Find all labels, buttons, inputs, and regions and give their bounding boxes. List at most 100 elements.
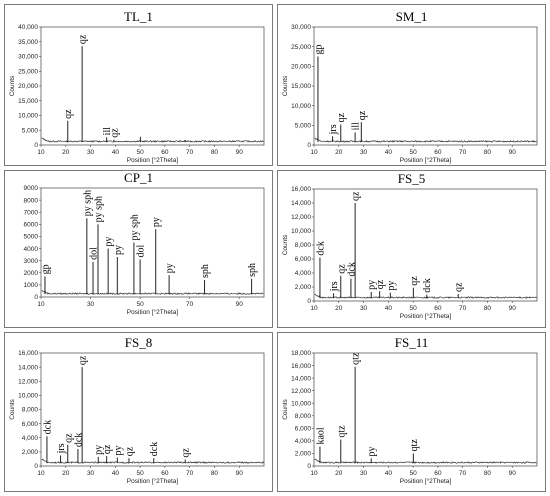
y-tick-label: 0	[307, 298, 311, 305]
peak-label-sph: sph	[247, 263, 258, 277]
peak-label-dck: dck	[73, 433, 84, 447]
peak-label-ill: ill	[102, 127, 113, 136]
diffraction-baseline	[314, 137, 537, 143]
y-tick-label: 10,000	[18, 393, 38, 400]
x-axis-label: Position [°2Theta]	[127, 477, 179, 485]
y-tick-label: 2,000	[295, 451, 312, 458]
x-tick-label: 70	[186, 470, 194, 477]
x-tick-label: 90	[509, 305, 517, 312]
y-tick-label: 4,000	[295, 438, 312, 445]
y-axis-label: Counts	[9, 398, 16, 419]
x-tick-label: 60	[434, 305, 442, 312]
y-tick-label: 5,000	[295, 123, 312, 130]
chart-panel-sm1: SM_1 0 5,000 10,000 15,000 20,000 25,000 30,000…	[277, 4, 546, 166]
peak-label-qz: qz	[124, 446, 135, 456]
chart-panel-tl1: TL_1 0 5,000 10,000 15,000 20,000 25,000 30,000…	[4, 4, 273, 166]
peak-label-qz: qz	[63, 433, 74, 443]
peak-label-dck: dck	[315, 241, 326, 255]
y-tick-label: 35,000	[18, 39, 38, 46]
x-tick-label: 10	[37, 470, 45, 477]
chart-title: FS_5	[398, 171, 425, 186]
peak-label-dol: dol	[89, 247, 100, 260]
y-tick-label: 14,000	[18, 364, 38, 371]
peak-label-py: py	[104, 237, 115, 247]
y-tick-label: 0	[34, 294, 38, 301]
y-tick-label: 10,000	[291, 103, 311, 110]
chart-svg-tl1: TL_1 0 5,000 10,000 15,000 20,000 25,000 30,000…	[9, 9, 265, 164]
y-tick-label: 8,000	[295, 413, 312, 420]
chart-svg-fs11: FS_11 0 2,000 4,000 6,000 8,000 10,000 12,000 14…	[282, 335, 538, 485]
x-tick-label: 40	[112, 149, 120, 156]
chart-panel-fs8: FS_8 0 2,000 4,000 6,000 8,000 10,000 12,000 14,…	[4, 332, 273, 492]
chart-panel-fs5: FS_5 0 2,000 4,000 6,000 8,000 10,000 12,000 14,…	[277, 170, 546, 328]
x-tick-label: 60	[434, 149, 442, 156]
peak-label-gp: gp	[40, 264, 51, 274]
x-tick-label: 70	[186, 301, 194, 308]
y-tick-label: 15,000	[291, 83, 311, 90]
chart-svg-fs8: FS_8 0 2,000 4,000 6,000 8,000 10,000 12,000 14,…	[9, 335, 265, 485]
y-tick-label: 0	[34, 463, 38, 470]
x-tick-label: 90	[509, 470, 517, 477]
x-tick-label: 10	[310, 470, 318, 477]
peak-label-py: py	[367, 280, 378, 290]
chart-title: TL_1	[124, 9, 153, 24]
y-tick-label: 20,000	[291, 64, 311, 71]
x-tick-label: 90	[236, 301, 244, 308]
x-tick-label: 10	[310, 305, 318, 312]
peak-label-py-sph: py sph	[129, 214, 140, 240]
y-tick-label: 8000	[24, 197, 39, 204]
peak-label-qz: qz	[109, 128, 120, 138]
peak-label-py: py	[113, 446, 124, 456]
y-tick-label: 0	[34, 142, 38, 149]
x-tick-label: 80	[484, 470, 492, 477]
peak-label-py: py	[113, 245, 124, 255]
x-tick-label: 10	[310, 149, 318, 156]
x-tick-label: 30	[360, 305, 368, 312]
peak-label-qtz: qtz	[351, 352, 362, 365]
chart-title: SM_1	[396, 9, 428, 24]
diffraction-baseline	[41, 458, 264, 464]
x-tick-label: 80	[211, 470, 219, 477]
x-tick-label: 20	[62, 470, 70, 477]
x-tick-label: 40	[385, 305, 393, 312]
y-tick-label: 2,000	[22, 449, 39, 456]
y-tick-label: 30,000	[291, 24, 311, 31]
chart-title: FS_8	[125, 335, 152, 350]
chart-svg-cp1: CP_1 0 1000 2000 3000 4000 5000 6000 7000 8000 900…	[24, 171, 265, 316]
y-tick-label: 12,000	[291, 214, 311, 221]
peak-label-qz: qz	[375, 279, 386, 289]
x-tick-label: 40	[385, 149, 393, 156]
peak-label-sph: sph	[200, 264, 211, 278]
x-tick-label: 20	[335, 470, 343, 477]
x-tick-label: 20	[335, 149, 343, 156]
y-tick-label: 5,000	[22, 127, 39, 134]
peak-label-qz: qz	[102, 444, 113, 454]
x-tick-label: 70	[186, 149, 194, 156]
x-tick-label: 30	[360, 149, 368, 156]
y-tick-label: 9000	[24, 185, 39, 192]
y-tick-label: 15,000	[18, 98, 38, 105]
peak-label-ill: ill	[351, 122, 362, 131]
y-tick-label: 6000	[24, 222, 39, 229]
peak-label-py-sph: py sph	[82, 190, 93, 216]
peak-label-dck: dck	[42, 420, 53, 434]
peak-label-qz: qz	[454, 282, 465, 292]
x-tick-label: 40	[112, 470, 120, 477]
y-tick-label: 18,000	[291, 350, 311, 357]
x-axis-label: Position [°2Theta]	[400, 312, 452, 320]
chart-panel-fs11: FS_11 0 2,000 4,000 6,000 8,000 10,000 12,000 14…	[277, 332, 546, 492]
y-axis-label: Counts	[282, 75, 289, 96]
peak-label-qz: qz	[351, 191, 362, 201]
x-tick-label: 50	[136, 301, 144, 308]
chart-title: FS_11	[395, 335, 428, 350]
peak-label-jrs: jrs	[329, 281, 340, 292]
peak-label-dck: dck	[149, 442, 160, 456]
y-tick-label: 0	[307, 142, 311, 149]
peak-label-jrs: jrs	[328, 124, 339, 135]
y-tick-label: 5000	[24, 234, 39, 241]
y-tick-label: 10,000	[291, 228, 311, 235]
y-tick-label: 10,000	[291, 400, 311, 407]
y-axis-label: Counts	[282, 398, 289, 419]
y-tick-label: 7000	[24, 209, 39, 216]
x-tick-label: 60	[161, 470, 169, 477]
